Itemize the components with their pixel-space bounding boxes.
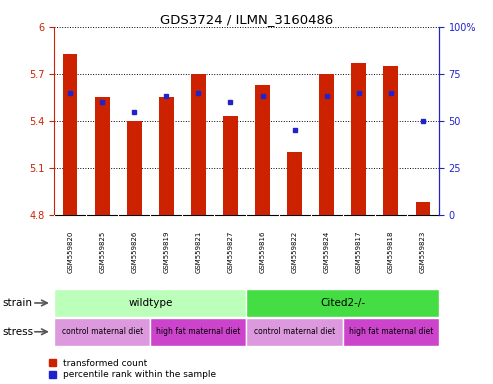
Text: GSM559819: GSM559819 — [163, 230, 170, 273]
Text: GSM559827: GSM559827 — [227, 230, 234, 273]
Text: GSM559826: GSM559826 — [131, 230, 138, 273]
Bar — [319, 74, 334, 215]
Text: GSM559824: GSM559824 — [323, 230, 330, 273]
Bar — [63, 53, 77, 215]
Text: GSM559825: GSM559825 — [99, 230, 106, 273]
Bar — [159, 98, 174, 215]
Text: Cited2-/-: Cited2-/- — [320, 298, 365, 308]
Text: GDS3724 / ILMN_3160486: GDS3724 / ILMN_3160486 — [160, 13, 333, 26]
Bar — [416, 202, 430, 215]
Bar — [150, 318, 246, 346]
Text: high fat maternal diet: high fat maternal diet — [349, 327, 433, 336]
Bar — [352, 63, 366, 215]
Text: high fat maternal diet: high fat maternal diet — [156, 327, 241, 336]
Bar — [246, 318, 343, 346]
Text: GSM559820: GSM559820 — [67, 230, 73, 273]
Bar — [54, 318, 150, 346]
Text: GSM559823: GSM559823 — [420, 230, 426, 273]
Legend: transformed count, percentile rank within the sample: transformed count, percentile rank withi… — [49, 359, 216, 379]
Text: GSM559816: GSM559816 — [259, 230, 266, 273]
Bar — [255, 85, 270, 215]
Bar — [54, 289, 246, 317]
Bar — [95, 98, 109, 215]
Text: control maternal diet: control maternal diet — [254, 327, 335, 336]
Text: GSM559822: GSM559822 — [291, 230, 298, 273]
Text: stress: stress — [2, 327, 34, 337]
Bar — [384, 66, 398, 215]
Text: control maternal diet: control maternal diet — [62, 327, 143, 336]
Bar — [127, 121, 141, 215]
Bar — [191, 74, 206, 215]
Bar — [343, 318, 439, 346]
Bar — [223, 116, 238, 215]
Text: GSM559818: GSM559818 — [387, 230, 394, 273]
Text: GSM559817: GSM559817 — [355, 230, 362, 273]
Text: GSM559821: GSM559821 — [195, 230, 202, 273]
Text: wildtype: wildtype — [128, 298, 173, 308]
Bar — [246, 289, 439, 317]
Bar — [287, 152, 302, 215]
Text: strain: strain — [2, 298, 33, 308]
